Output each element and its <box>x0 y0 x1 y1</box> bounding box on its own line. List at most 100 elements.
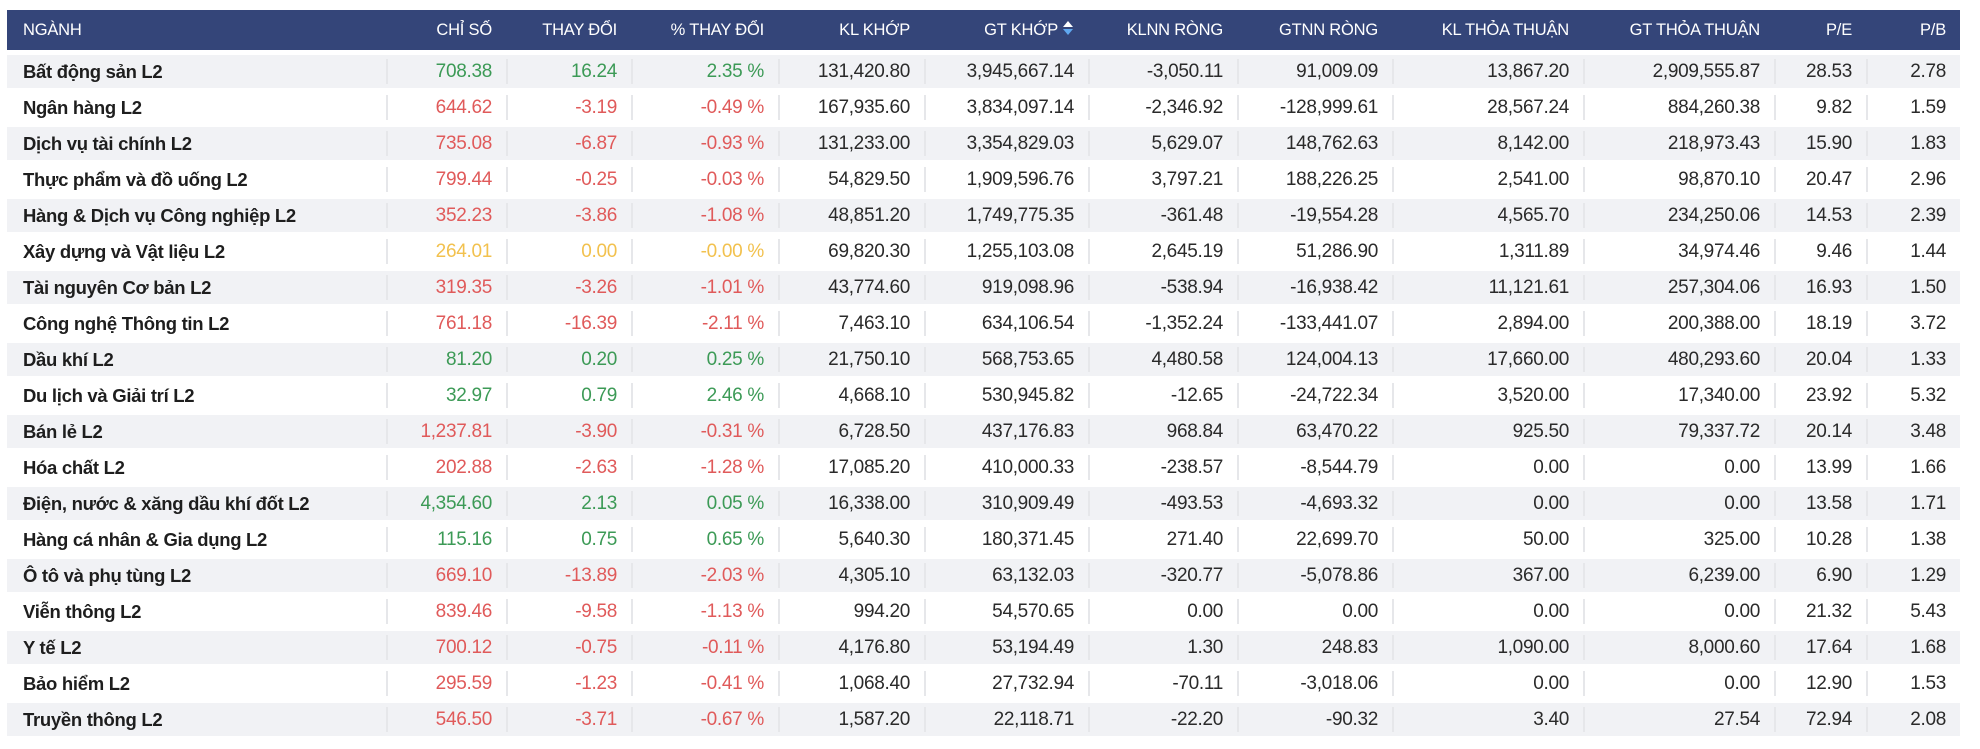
table-row[interactable]: Dịch vụ tài chính L2 735.08 -6.87 -0.93 % 13… <box>7 127 1960 163</box>
pb-ratio-cell: 1.44 <box>1866 235 1960 271</box>
pb-ratio-cell: 3.48 <box>1866 415 1960 451</box>
foreign-net-value-cell: 51,286.90 <box>1237 235 1392 271</box>
index-value-cell: 669.10 <box>386 559 506 595</box>
sector-name-cell[interactable]: Dịch vụ tài chính L2 <box>7 127 386 163</box>
foreign-net-volume-cell: 5,629.07 <box>1088 127 1237 163</box>
table-row[interactable]: Bán lẻ L2 1,237.81 -3.90 -0.31 % 6,728.50 437… <box>7 415 1960 451</box>
sort-desc-icon[interactable] <box>1063 20 1074 37</box>
sector-name-cell[interactable]: Y tế L2 <box>7 631 386 667</box>
table-row[interactable]: Xây dựng và Vật liệu L2 264.01 0.00 -0.00 %… <box>7 235 1960 271</box>
column-header-gtnn-rong[interactable]: GTNN RÒNG <box>1237 10 1392 50</box>
table-row[interactable]: Thực phẩm và đồ uống L2 799.44 -0.25 -0.03 … <box>7 163 1960 199</box>
table-row[interactable]: Bất động sản L2 708.38 16.24 2.35 % 131,420.… <box>7 55 1960 91</box>
foreign-net-value-cell: 0.00 <box>1237 595 1392 631</box>
pb-ratio-cell: 1.29 <box>1866 559 1960 595</box>
column-header-kl-khop[interactable]: KL KHỚP <box>778 10 924 50</box>
table-row[interactable]: Hàng cá nhân & Gia dụng L2 115.16 0.75 0.65… <box>7 523 1960 559</box>
sector-name-cell[interactable]: Tài nguyên Cơ bản L2 <box>7 271 386 307</box>
table-row[interactable]: Du lịch và Giải trí L2 32.97 0.79 2.46 % 4,6… <box>7 379 1960 415</box>
foreign-net-value-cell: -16,938.42 <box>1237 271 1392 307</box>
pe-ratio-cell: 15.90 <box>1774 127 1866 163</box>
sector-name-cell[interactable]: Bảo hiểm L2 <box>7 667 386 703</box>
table-row[interactable]: Hóa chất L2 202.88 -2.63 -1.28 % 17,085.20 41… <box>7 451 1960 487</box>
foreign-net-value-cell: -90.32 <box>1237 703 1392 739</box>
change-percent-cell: -0.31 % <box>631 415 778 451</box>
change-percent-cell: -1.28 % <box>631 451 778 487</box>
matched-volume-cell: 4,176.80 <box>778 631 924 667</box>
negotiated-volume-cell: 1,311.89 <box>1392 235 1583 271</box>
negotiated-value-cell: 6,239.00 <box>1583 559 1774 595</box>
index-value-cell: 264.01 <box>386 235 506 271</box>
sector-name-cell[interactable]: Xây dựng và Vật liệu L2 <box>7 235 386 271</box>
change-percent-cell: -0.93 % <box>631 127 778 163</box>
table-row[interactable]: Tài nguyên Cơ bản L2 319.35 -3.26 -1.01 % 43… <box>7 271 1960 307</box>
sector-name-cell[interactable]: Dầu khí L2 <box>7 343 386 379</box>
matched-value-cell: 3,354,829.03 <box>924 127 1088 163</box>
matched-volume-cell: 131,233.00 <box>778 127 924 163</box>
sector-name-cell[interactable]: Ngân hàng L2 <box>7 91 386 127</box>
foreign-net-volume-cell: -2,346.92 <box>1088 91 1237 127</box>
sector-name-cell[interactable]: Thực phẩm và đồ uống L2 <box>7 163 386 199</box>
column-header-kl-thoa-thuan[interactable]: KL THỎA THUẬN <box>1392 10 1583 50</box>
matched-value-cell: 530,945.82 <box>924 379 1088 415</box>
table-row[interactable]: Ngân hàng L2 644.62 -3.19 -0.49 % 167,935.60… <box>7 91 1960 127</box>
table-row[interactable]: Điện, nước & xăng dầu khí đốt L2 4,354.60… <box>7 487 1960 523</box>
pb-ratio-cell: 5.32 <box>1866 379 1960 415</box>
negotiated-value-cell: 0.00 <box>1583 487 1774 523</box>
change-cell: -3.19 <box>506 91 631 127</box>
negotiated-volume-cell: 2,894.00 <box>1392 307 1583 343</box>
pe-ratio-cell: 20.14 <box>1774 415 1866 451</box>
sector-name-cell[interactable]: Ô tô và phụ tùng L2 <box>7 559 386 595</box>
column-header-chi-so[interactable]: CHỈ SỐ <box>386 10 506 50</box>
sector-name-cell[interactable]: Bất động sản L2 <box>7 55 386 91</box>
matched-volume-cell: 4,668.10 <box>778 379 924 415</box>
table-header-row: NGÀNH CHỈ SỐ THAY ĐỔI % THAY ĐỔI KL KHỚP… <box>7 10 1960 50</box>
table-row[interactable]: Y tế L2 700.12 -0.75 -0.11 % 4,176.80 53,194.… <box>7 631 1960 667</box>
sector-name-cell[interactable]: Viễn thông L2 <box>7 595 386 631</box>
table-row[interactable]: Bảo hiểm L2 295.59 -1.23 -0.41 % 1,068.40 27,… <box>7 667 1960 703</box>
change-cell: 0.20 <box>506 343 631 379</box>
sector-name-cell[interactable]: Hóa chất L2 <box>7 451 386 487</box>
sector-name-cell[interactable]: Hàng cá nhân & Gia dụng L2 <box>7 523 386 559</box>
column-header-pb[interactable]: P/B <box>1866 10 1960 50</box>
sector-name-cell[interactable]: Điện, nước & xăng dầu khí đốt L2 <box>7 487 386 523</box>
column-header-pe[interactable]: P/E <box>1774 10 1866 50</box>
sector-name-cell[interactable]: Bán lẻ L2 <box>7 415 386 451</box>
column-header-klnn-rong[interactable]: KLNN RÒNG <box>1088 10 1237 50</box>
foreign-net-volume-cell: -320.77 <box>1088 559 1237 595</box>
table-row[interactable]: Công nghệ Thông tin L2 761.18 -16.39 -2.11 … <box>7 307 1960 343</box>
column-header-nganh[interactable]: NGÀNH <box>7 10 386 50</box>
pe-ratio-cell: 23.92 <box>1774 379 1866 415</box>
sector-name-cell[interactable]: Hàng & Dịch vụ Công nghiệp L2 <box>7 199 386 235</box>
column-header-gt-khop[interactable]: GT KHỚP <box>924 10 1088 50</box>
change-percent-cell: -0.41 % <box>631 667 778 703</box>
pb-ratio-cell: 3.72 <box>1866 307 1960 343</box>
table-row[interactable]: Dầu khí L2 81.20 0.20 0.25 % 21,750.10 568,75… <box>7 343 1960 379</box>
negotiated-value-cell: 34,974.46 <box>1583 235 1774 271</box>
sector-name-cell[interactable]: Du lịch và Giải trí L2 <box>7 379 386 415</box>
index-value-cell: 202.88 <box>386 451 506 487</box>
table-row[interactable]: Truyền thông L2 546.50 -3.71 -0.67 % 1,587.2… <box>7 703 1960 739</box>
change-cell: -0.75 <box>506 631 631 667</box>
change-percent-cell: 0.05 % <box>631 487 778 523</box>
column-header-label: CHỈ SỐ <box>436 20 492 39</box>
change-percent-cell: -2.11 % <box>631 307 778 343</box>
column-header-pct-thay-doi[interactable]: % THAY ĐỔI <box>631 10 778 50</box>
table-row[interactable]: Ô tô và phụ tùng L2 669.10 -13.89 -2.03 % 4,… <box>7 559 1960 595</box>
negotiated-value-cell: 79,337.72 <box>1583 415 1774 451</box>
table-row[interactable]: Viễn thông L2 839.46 -9.58 -1.13 % 994.20 54,… <box>7 595 1960 631</box>
negotiated-volume-cell: 4,565.70 <box>1392 199 1583 235</box>
sector-name-cell[interactable]: Công nghệ Thông tin L2 <box>7 307 386 343</box>
matched-value-cell: 53,194.49 <box>924 631 1088 667</box>
column-header-gt-thoa-thuan[interactable]: GT THỎA THUẬN <box>1583 10 1774 50</box>
change-cell: -6.87 <box>506 127 631 163</box>
pb-ratio-cell: 2.08 <box>1866 703 1960 739</box>
negotiated-volume-cell: 367.00 <box>1392 559 1583 595</box>
table-row[interactable]: Hàng & Dịch vụ Công nghiệp L2 352.23 -3.86… <box>7 199 1960 235</box>
sector-name-cell[interactable]: Truyền thông L2 <box>7 703 386 739</box>
pb-ratio-cell: 1.33 <box>1866 343 1960 379</box>
negotiated-value-cell: 0.00 <box>1583 667 1774 703</box>
foreign-net-value-cell: -19,554.28 <box>1237 199 1392 235</box>
column-header-thay-doi[interactable]: THAY ĐỔI <box>506 10 631 50</box>
foreign-net-volume-cell: 3,797.21 <box>1088 163 1237 199</box>
